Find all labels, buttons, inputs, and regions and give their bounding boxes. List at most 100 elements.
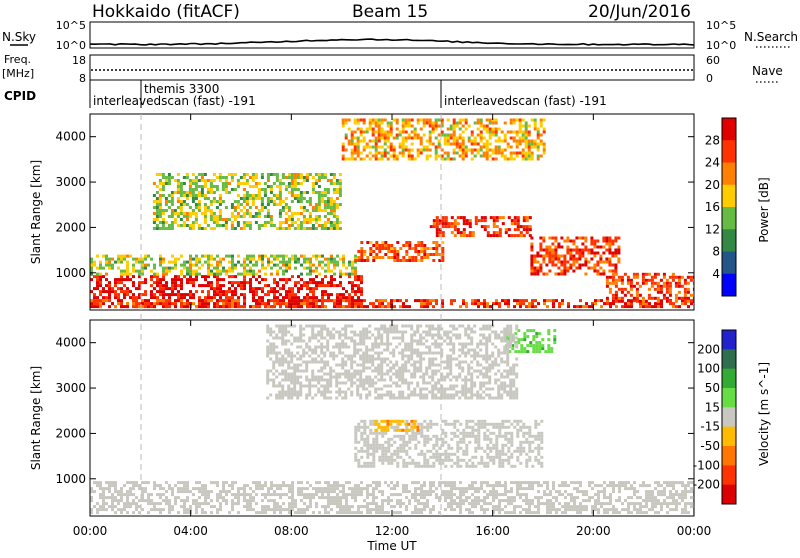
heatmap-cell [444, 435, 447, 438]
heatmap-cell [513, 505, 516, 508]
heatmap-cell [411, 511, 414, 514]
heatmap-cell [266, 370, 269, 373]
heatmap-cell [386, 423, 389, 426]
heatmap-cell [516, 447, 519, 450]
heatmap-cell [504, 505, 507, 508]
heatmap-cell [162, 493, 165, 496]
heatmap-cell [519, 511, 522, 514]
heatmap-cell [596, 270, 599, 273]
heatmap-cell [508, 228, 511, 231]
heatmap-cell [681, 481, 684, 484]
heatmap-cell [228, 302, 231, 305]
heatmap-cell [603, 502, 606, 505]
heatmap-cell [596, 240, 599, 243]
heatmap-cell [582, 493, 585, 496]
heatmap-cell [180, 305, 183, 308]
heatmap-cell [378, 140, 381, 143]
heatmap-cell [195, 194, 198, 197]
heatmap-cell [486, 158, 489, 161]
heatmap-cell [210, 227, 213, 230]
heatmap-cell [243, 200, 246, 203]
heatmap-cell [258, 191, 261, 194]
heatmap-cell [279, 194, 282, 197]
heatmap-cell [231, 499, 234, 502]
heatmap-cell [614, 267, 617, 270]
freq-panel: Freq. [MHz] 18 8 60 0 Nave [2, 53, 783, 85]
heatmap-cell [594, 502, 597, 505]
heatmap-cell [519, 462, 522, 465]
heatmap-cell [165, 176, 168, 179]
heatmap-cell [420, 435, 423, 438]
heatmap-cell [93, 302, 96, 305]
heatmap-cell [447, 155, 450, 158]
heatmap-cell [240, 293, 243, 296]
heatmap-cell [306, 293, 309, 296]
heatmap-cell [462, 137, 465, 140]
heatmap-cell [453, 140, 456, 143]
heatmap-cell [150, 278, 153, 281]
heatmap-cell [405, 441, 408, 444]
heatmap-cell [294, 258, 297, 261]
heatmap-cell [162, 218, 165, 221]
heatmap-cell [168, 194, 171, 197]
heatmap-cell [366, 441, 369, 444]
heatmap-cell [219, 508, 222, 511]
heatmap-cell [411, 247, 414, 250]
heatmap-cell [114, 290, 117, 293]
heatmap-cell [174, 212, 177, 215]
heatmap-cell [228, 267, 231, 270]
heatmap-cell [345, 267, 348, 270]
heatmap-cell [636, 496, 639, 499]
heatmap-cell [450, 453, 453, 456]
heatmap-cell [499, 234, 502, 237]
heatmap-cell [495, 302, 498, 305]
heatmap-cell [405, 140, 408, 143]
heatmap-cell [372, 444, 375, 447]
heatmap-cell [578, 255, 581, 258]
heatmap-cell [294, 281, 297, 284]
heatmap-cell [315, 267, 318, 270]
heatmap-cell [471, 456, 474, 459]
heatmap-cell [249, 287, 252, 290]
heatmap-cell [450, 484, 453, 487]
heatmap-cell [573, 496, 576, 499]
heatmap-cell [531, 450, 534, 453]
heatmap-cell [435, 493, 438, 496]
heatmap-cell [435, 247, 438, 250]
heatmap-cell [438, 511, 441, 514]
heatmap-cell [384, 481, 387, 484]
heatmap-cell [216, 273, 219, 276]
heatmap-cell [111, 287, 114, 290]
heatmap-cell [207, 490, 210, 493]
heatmap-cell [381, 137, 384, 140]
heatmap-cell [276, 484, 279, 487]
heatmap-cell [183, 499, 186, 502]
heatmap-cell [387, 462, 390, 465]
heatmap-cell [93, 261, 96, 264]
heatmap-cell [240, 182, 243, 185]
heatmap-cell [186, 278, 189, 281]
heatmap-cell [501, 140, 504, 143]
heatmap-cell [575, 261, 578, 264]
heatmap-cell [633, 502, 636, 505]
heatmap-cell [360, 293, 363, 296]
heatmap-cell [460, 231, 463, 234]
heatmap-cell [447, 493, 450, 496]
heatmap-cell [294, 299, 297, 302]
freq-label-1: Freq. [4, 53, 31, 66]
heatmap-cell [279, 185, 282, 188]
heatmap-cell [408, 119, 411, 122]
heatmap-cell [666, 300, 669, 303]
heatmap-cell [540, 119, 543, 122]
heatmap-cell [459, 143, 462, 146]
heatmap-cell [192, 293, 195, 296]
heatmap-cell [369, 447, 372, 450]
heatmap-cell [648, 294, 651, 297]
heatmap-cell [432, 253, 435, 256]
heatmap-cell [420, 465, 423, 468]
y-tick-label: 3000 [55, 175, 86, 189]
heatmap-cell [477, 420, 480, 423]
heatmap-cell [138, 281, 141, 284]
heatmap-cell [557, 243, 560, 246]
heatmap-cell [378, 305, 381, 308]
